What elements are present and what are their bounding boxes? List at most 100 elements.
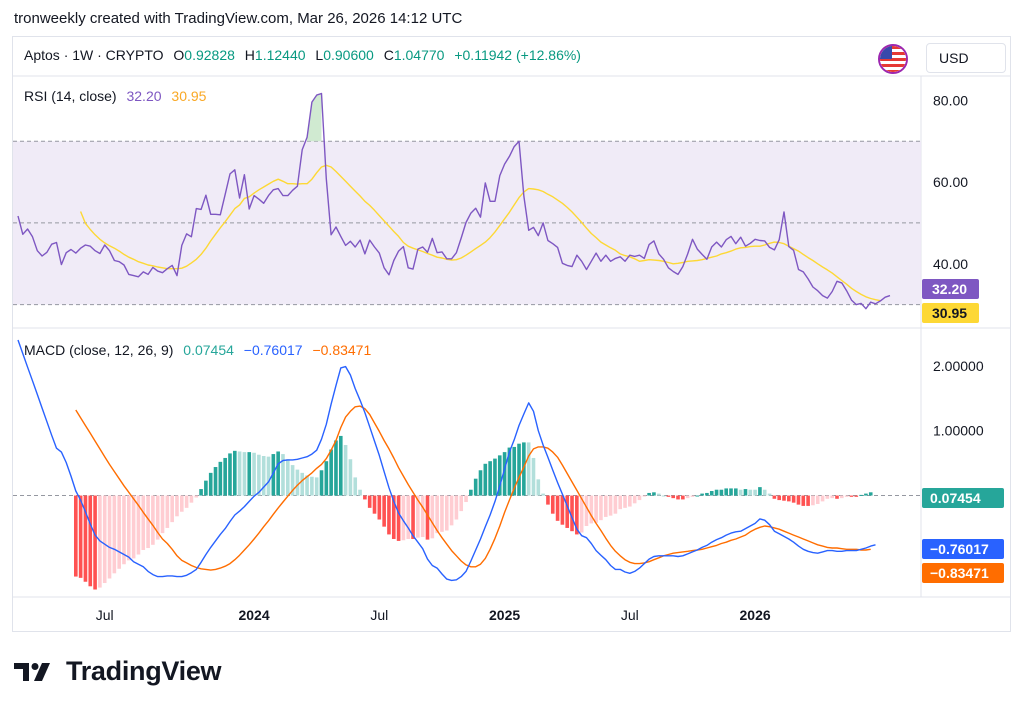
histogram-bar xyxy=(830,495,834,499)
histogram-bar xyxy=(541,493,545,496)
us-flag-icon[interactable] xyxy=(878,44,908,74)
histogram-bar xyxy=(618,495,623,510)
histogram-bar xyxy=(391,495,396,539)
histogram-bar xyxy=(729,488,733,496)
histogram-bar xyxy=(493,458,497,496)
histogram-bar xyxy=(517,443,521,496)
histogram-bar xyxy=(440,495,444,532)
rsi-legend-value: 32.20 xyxy=(126,88,162,104)
histogram-bar xyxy=(367,495,372,508)
histogram-bar xyxy=(623,495,627,508)
symbol-name[interactable]: Aptos · 1W · CRYPTO xyxy=(24,47,164,63)
histogram-bar xyxy=(329,449,333,496)
histogram-bar xyxy=(844,495,849,497)
histogram-bar xyxy=(724,488,729,496)
histogram-bar xyxy=(353,477,358,496)
histogram-bar xyxy=(743,489,748,496)
histogram-bar xyxy=(579,495,584,533)
histogram-bar xyxy=(502,452,507,496)
histogram-bar xyxy=(483,463,488,496)
histogram-bar xyxy=(565,495,570,528)
histogram-bar xyxy=(738,489,743,496)
tradingview-logo-icon xyxy=(14,662,50,681)
histogram-bar xyxy=(690,495,695,497)
histogram-bar xyxy=(854,495,859,497)
high-value: 1.12440 xyxy=(254,47,306,63)
histogram-bar xyxy=(319,470,324,496)
histogram-bar xyxy=(584,495,589,527)
histogram-bar xyxy=(276,451,280,496)
histogram-bar xyxy=(671,495,676,499)
histogram-bar xyxy=(758,487,762,496)
histogram-bar xyxy=(550,495,555,514)
histogram-bar xyxy=(151,495,155,545)
histogram-bar xyxy=(642,495,647,497)
histogram-bar xyxy=(507,447,512,496)
signal-line xyxy=(75,405,871,571)
histogram-bar xyxy=(801,495,806,506)
histogram-bar xyxy=(324,461,329,496)
histogram-bar xyxy=(396,495,401,541)
histogram-bar xyxy=(647,492,651,496)
histogram-bar xyxy=(74,495,78,577)
histogram-bar xyxy=(165,495,170,528)
tradingview-logo-text: TradingView xyxy=(66,656,222,686)
histogram-bar xyxy=(796,495,801,505)
histogram-bar xyxy=(213,467,218,496)
histogram-bar xyxy=(194,495,199,498)
time-axis-tick-label: Jul xyxy=(370,607,388,623)
histogram-bar xyxy=(526,442,531,496)
histogram-bar xyxy=(560,495,565,525)
rsi-legend-label[interactable]: RSI (14, close) xyxy=(24,88,117,104)
time-axis-tick-label: 2025 xyxy=(489,607,520,623)
histogram-bar xyxy=(473,478,478,496)
histogram-bar xyxy=(859,494,863,496)
signal-price-tag-bg xyxy=(922,563,1004,583)
histogram-bar xyxy=(435,495,439,534)
histogram-bar xyxy=(815,495,820,504)
histogram-bar xyxy=(594,495,598,523)
histogram-bar xyxy=(83,495,88,582)
histogram-bar xyxy=(218,461,223,496)
currency-selector[interactable]: USD xyxy=(926,43,1006,73)
histogram-bar xyxy=(420,495,425,538)
histogram-bar xyxy=(512,446,517,496)
histogram-bar xyxy=(449,495,454,526)
histogram-bar xyxy=(714,489,719,496)
histogram-bar xyxy=(102,495,107,584)
histogram-bar xyxy=(131,495,136,559)
histogram-bar xyxy=(613,495,618,514)
histogram-bar xyxy=(237,451,242,496)
histogram-bar xyxy=(78,495,83,578)
histogram-bar xyxy=(93,495,97,590)
macd-legend-label[interactable]: MACD (close, 12, 26, 9) xyxy=(24,342,174,358)
rsi-ma-line xyxy=(79,164,881,302)
histogram-bar xyxy=(666,495,671,497)
histogram-price-tag: 0.07454 xyxy=(930,490,981,506)
histogram-bar xyxy=(676,495,680,500)
histogram-bar xyxy=(372,495,377,514)
histogram-bar xyxy=(531,457,536,496)
change-value: +0.11942 (+12.86%) xyxy=(454,47,581,63)
time-axis-tick-label: Jul xyxy=(96,607,114,623)
histogram-bar xyxy=(107,495,112,579)
low-label: L xyxy=(315,47,324,63)
histogram-bar xyxy=(141,495,146,550)
histogram-bar xyxy=(338,435,343,496)
histogram-bar xyxy=(271,454,276,496)
histogram-bar xyxy=(555,495,560,521)
histogram-bar xyxy=(411,495,415,539)
histogram-bar xyxy=(300,472,305,496)
open-label: O xyxy=(173,47,185,63)
histogram-bar xyxy=(864,493,868,496)
histogram-bar xyxy=(685,495,690,499)
low-value: 0.90600 xyxy=(323,47,374,63)
histogram-bar xyxy=(377,495,382,520)
chart-attribution: tronweekly created with TradingView.com,… xyxy=(14,10,463,27)
histogram-bar xyxy=(546,495,550,505)
rsi-ma-legend-value: 30.95 xyxy=(171,88,207,104)
rsi-overbought-fill xyxy=(307,93,322,142)
time-axis-tick-label: Jul xyxy=(621,607,639,623)
histogram-bar xyxy=(589,495,594,524)
